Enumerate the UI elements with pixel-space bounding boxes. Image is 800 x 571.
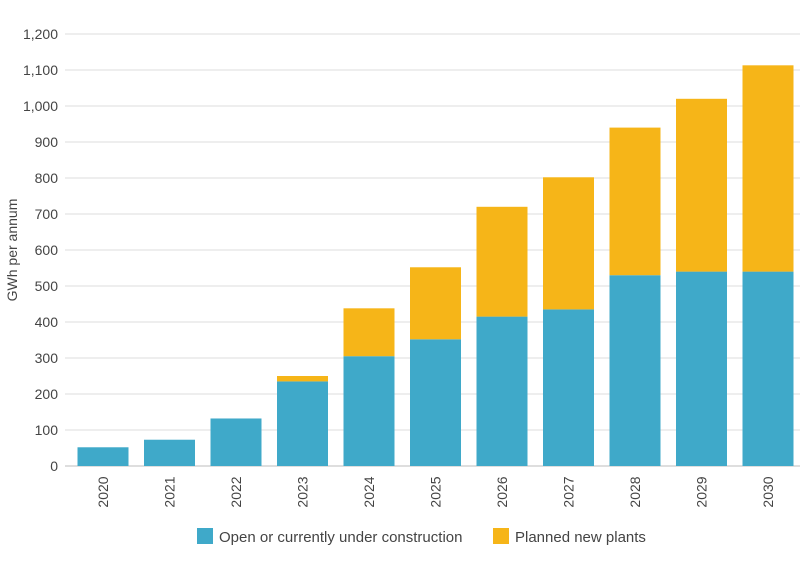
y-tick-label: 700 — [35, 206, 59, 222]
y-tick-label: 600 — [35, 242, 59, 258]
legend-label-open: Open or currently under construction — [219, 529, 462, 546]
x-tick-label: 2030 — [760, 476, 776, 507]
y-tick-label: 1,100 — [23, 62, 58, 78]
bar-2025-open — [410, 339, 461, 466]
x-tick-label: 2024 — [361, 476, 377, 507]
x-tick-label: 2026 — [494, 476, 510, 507]
y-tick-label: 500 — [35, 278, 59, 294]
bar-2023-open — [277, 381, 328, 466]
x-tick-label: 2027 — [561, 476, 577, 507]
y-tick-label: 200 — [35, 386, 59, 402]
bar-2024-open — [343, 356, 395, 466]
legend-swatch-planned — [493, 528, 509, 544]
bar-2030-open — [742, 271, 794, 466]
y-tick-label: 400 — [35, 314, 59, 330]
x-tick-label: 2025 — [428, 476, 444, 507]
x-tick-label: 2023 — [295, 476, 311, 507]
y-tick-label: 1,000 — [23, 98, 58, 114]
y-tick-label: 800 — [35, 170, 59, 186]
y-tick-label: 900 — [35, 134, 59, 150]
bar-2026-open — [476, 316, 528, 466]
bar-2023-planned — [277, 376, 328, 382]
bar-2020-open — [77, 447, 129, 466]
x-axis-ticks: 2020 2021 2022 2023 2024 2025 2026 2027 2028 2029… — [95, 476, 776, 507]
x-tick-label: 2028 — [627, 476, 643, 507]
bar-2024-planned — [343, 308, 395, 357]
bar-2030-planned — [742, 65, 794, 272]
x-tick-label: 2022 — [228, 476, 244, 507]
bar-2028-open — [609, 275, 661, 466]
y-axis-ticks: 0 100 200 300 400 500 600 700 800 900 1,000 1,100 1,… — [23, 26, 58, 474]
legend: Open or currently under construction Pla… — [197, 528, 646, 546]
x-tick-label: 2020 — [95, 476, 111, 507]
bars — [77, 65, 794, 466]
y-tick-label: 100 — [35, 422, 59, 438]
legend-swatch-open — [197, 528, 213, 544]
bar-2021-open — [144, 439, 195, 466]
bar-2029-open — [676, 271, 727, 466]
y-tick-label: 1,200 — [23, 26, 58, 42]
bar-2029-planned — [676, 98, 727, 272]
bar-2022-open — [210, 418, 262, 466]
bar-2028-planned — [609, 127, 661, 276]
x-tick-label: 2029 — [694, 476, 710, 507]
legend-label-planned: Planned new plants — [515, 529, 646, 546]
bar-2026-planned — [476, 206, 528, 317]
bar-2027-open — [543, 309, 594, 466]
y-axis-title: GWh per annum — [4, 199, 20, 302]
bar-2027-planned — [543, 177, 594, 310]
y-tick-label: 300 — [35, 350, 59, 366]
y-tick-label: 0 — [50, 458, 58, 474]
x-tick-label: 2021 — [162, 476, 178, 507]
bar-2025-planned — [410, 267, 461, 340]
